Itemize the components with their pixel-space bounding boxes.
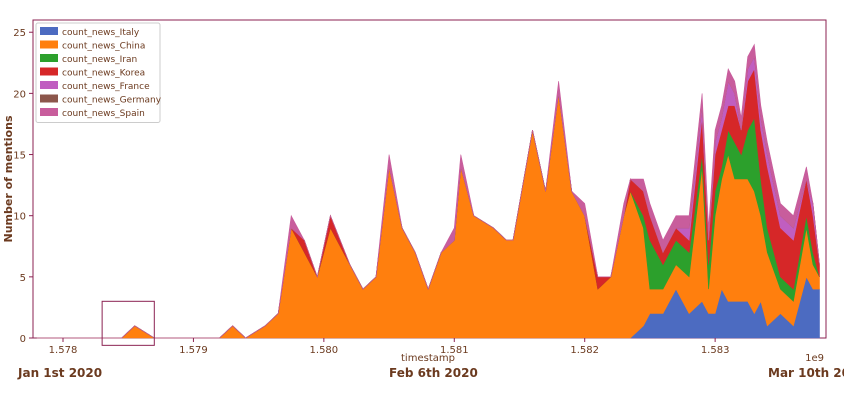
date-annotation-start: Jan 1st 2020 [18,366,103,380]
plot-area: 1.578 1.579 1.580 1.581 1.582 1.583 0 5 10 15 20 25 [13,19,827,356]
y-axis-label: Number of mentions [2,115,15,242]
legend-box [35,22,161,123]
x-tick-label: 1.581 [440,345,469,356]
x-tick-label: 1.578 [49,345,78,356]
y-tick-label: 25 [13,28,26,39]
x-tick-label: 1.579 [179,345,208,356]
legend-entry: count_news_Italy [62,28,140,38]
y-tick-label: 10 [13,212,26,223]
x-axis-offset-label: 1e9 [805,353,824,364]
legend-entry: count_news_China [62,42,145,52]
legend-entry: count_news_Spain [62,109,145,119]
date-annotation-mid: Feb 6th 2020 [389,366,478,380]
date-annotation-end: Mar 10th 2020 [768,366,844,380]
legend-swatch [40,27,58,35]
y-tick-label: 5 [20,273,26,284]
x-tick-label: 1.583 [701,345,730,356]
y-tick-label: 15 [13,151,26,162]
area-series-count-news-spain [36,43,820,339]
legend-swatch [40,54,58,62]
x-tick-label: 1.582 [570,345,599,356]
x-tick-label: 1.580 [310,345,339,356]
legend-swatch [40,67,58,76]
legend-swatch [40,94,58,103]
y-tick-label: 20 [13,89,26,100]
legend-entry: count_news_Korea [62,69,145,79]
legend-swatch [40,40,58,49]
highlight-box [101,300,155,346]
legend-entry: count_news_Germany [62,96,162,106]
y-tick-label: 0 [20,334,26,345]
legend-swatch [40,81,58,89]
legend-swatch [40,108,58,116]
legend-entry: count_news_France [62,82,150,92]
x-axis-label: timestamp [401,353,455,364]
legend-entry: count_news_Iran [62,55,137,65]
legend: count_news_Italy count_news_China count_ne… [35,22,162,123]
